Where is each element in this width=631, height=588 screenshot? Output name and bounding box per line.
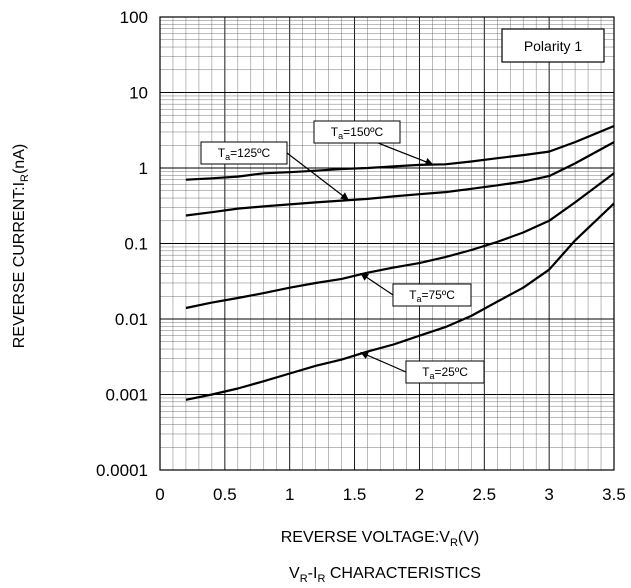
annotation-box	[313, 120, 401, 144]
y-tick-label: 0.001	[105, 386, 148, 405]
ticks: 0 0.5 1 1.5 2 2.5 3 3.5 100 10 1 0.1 0.01 0.001 0.0001	[96, 8, 626, 504]
annotation-arrow	[360, 272, 394, 296]
x-tick-label: 0	[155, 485, 164, 504]
annotation-arrow	[377, 142, 434, 166]
y-tick-label: 1	[139, 159, 148, 178]
y-tick-label: 100	[120, 8, 148, 27]
y-tick-label: 0.0001	[96, 461, 148, 480]
annotation-label: Ta=25ºC	[422, 365, 468, 381]
y-tick-label: 0.01	[115, 310, 148, 329]
series-line	[185, 124, 615, 181]
x-tick-label: 3.5	[602, 485, 626, 504]
series-line	[185, 202, 615, 401]
x-tick-label: 3	[544, 485, 553, 504]
legend-frame	[501, 28, 605, 63]
plot-border	[159, 16, 615, 471]
y-tick-label: 0.1	[124, 235, 148, 254]
annotation-label: Ta=75ºC	[409, 288, 455, 304]
series-line	[185, 172, 615, 310]
x-axis-label: REVERSE VOLTAGE:VR(V)	[281, 529, 480, 549]
chart-title: VR-IR CHARACTERISTICS	[289, 565, 481, 585]
y-tick-label: 10	[129, 84, 148, 103]
legend-label: Polarity 1	[524, 38, 583, 54]
x-tick-label: 2	[415, 485, 424, 504]
x-tick-label: 0.5	[213, 485, 237, 504]
annotation-box	[200, 141, 288, 165]
annotation-box	[405, 360, 485, 384]
annotation-label: Ta=125ºC	[218, 146, 271, 162]
x-tick-label: 1	[285, 485, 294, 504]
annotation-arrow	[360, 351, 407, 373]
y-axis-label: REVERSE CURRENT:IR(nA)	[11, 144, 31, 348]
annotation-arrow	[286, 152, 349, 201]
annotation-box	[392, 283, 472, 307]
series-line	[185, 141, 615, 217]
annotations: Ta=150ºC Ta=125ºC Ta=75ºC Ta=25ºC	[200, 120, 485, 384]
x-tick-label: 2.5	[472, 485, 496, 504]
legend-box: Polarity 1	[501, 28, 605, 63]
series-lines	[185, 124, 615, 401]
grid	[159, 17, 615, 471]
x-tick-label: 1.5	[343, 485, 367, 504]
annotation-label: Ta=150ºC	[331, 125, 384, 141]
